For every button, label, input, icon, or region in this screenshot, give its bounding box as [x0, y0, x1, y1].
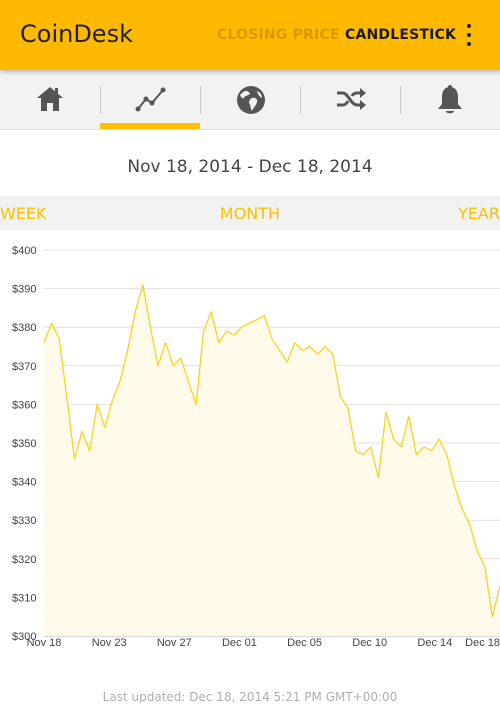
tab-shuffle[interactable]: [300, 70, 400, 130]
x-tick-label: Nov 18: [27, 637, 62, 649]
tab-divider: [200, 86, 201, 114]
tab-globe[interactable]: [200, 70, 300, 130]
tab-divider: [400, 86, 401, 114]
tab-divider: [300, 86, 301, 114]
x-axis-labels: Nov 18 Nov 23 Nov 27 Dec 01 Dec 05 Dec 10 Dec …: [27, 637, 500, 649]
price-chart: $400 $390 $380 $370 $360 $350 $340 $330 $320 $310…: [12, 245, 500, 649]
price-line: [43, 284, 500, 618]
y-tick-label: $360: [12, 399, 36, 411]
x-tick-label: Dec 10: [352, 637, 387, 649]
last-updated-label: Last updated: Dec 18, 2014 5:21 PM GMT+0…: [102, 690, 398, 704]
tab-alerts[interactable]: [400, 70, 500, 130]
x-tick-label: Dec 14: [417, 637, 452, 649]
y-tick-label: $340: [12, 477, 36, 489]
range-month-tab[interactable]: MONTH: [219, 204, 281, 223]
y-tick-label: $350: [12, 438, 36, 450]
range-week-tab[interactable]: WEEK: [0, 204, 47, 223]
candlestick-button[interactable]: CANDLESTICK: [345, 27, 457, 43]
y-tick-label: $400: [12, 245, 36, 257]
y-axis-labels: $400 $390 $380 $370 $360 $350 $340 $330 $320 $310…: [12, 245, 36, 643]
x-tick-label: Nov 23: [92, 637, 127, 649]
line-chart-icon: [135, 87, 166, 112]
y-tick-label: $320: [12, 554, 36, 566]
x-tick-label: Nov 27: [157, 637, 192, 649]
overflow-menu-icon[interactable]: [462, 22, 476, 48]
range-selector: WEEK MONTH YEAR: [0, 196, 500, 230]
x-tick-label: Dec 18: [465, 637, 500, 649]
shuffle-icon: [337, 88, 366, 110]
price-area-fill: [44, 284, 500, 636]
x-tick-label: Dec 05: [287, 637, 322, 649]
y-tick-label: $380: [12, 322, 36, 334]
app-title: CoinDesk: [20, 20, 133, 48]
tab-divider: [100, 86, 101, 114]
globe-icon: [237, 86, 265, 114]
y-tick-label: $330: [12, 515, 36, 527]
x-tick-label: Dec 01: [222, 637, 257, 649]
closing-price-button[interactable]: CLOSING PRICE: [217, 27, 340, 43]
bell-icon: [438, 85, 462, 114]
y-tick-label: $300: [12, 631, 36, 643]
tab-chart[interactable]: [100, 70, 200, 130]
y-tick-label: $390: [12, 284, 36, 296]
home-icon: [37, 87, 63, 111]
date-range-label: Nov 18, 2014 - Dec 18, 2014: [127, 157, 373, 177]
app-bar: CoinDesk CLOSING PRICE CANDLESTICK: [0, 0, 500, 70]
y-tick-label: $370: [12, 361, 36, 373]
tab-home[interactable]: [0, 70, 100, 130]
selected-tab-indicator: [100, 123, 200, 129]
tab-bar: [0, 70, 500, 130]
range-year-tab[interactable]: YEAR: [458, 204, 500, 223]
y-tick-label: $310: [12, 592, 36, 604]
